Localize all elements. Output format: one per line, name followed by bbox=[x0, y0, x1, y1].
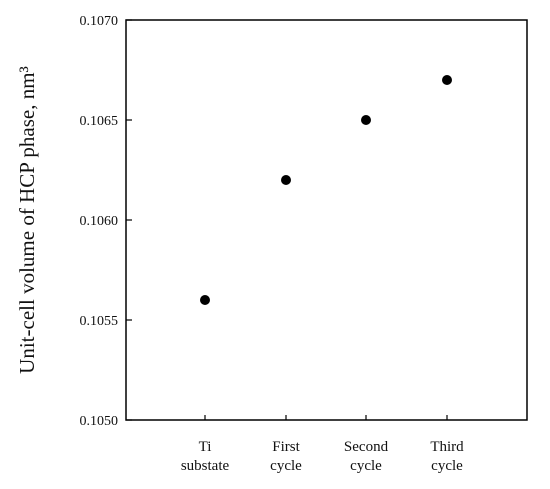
x-category-label-line: cycle bbox=[270, 458, 302, 474]
y-tick-label: 0.1070 bbox=[80, 14, 119, 29]
labels-layer: Ti substate First cycle Second cycle Third cycl… bbox=[181, 439, 464, 474]
data-point bbox=[361, 115, 371, 125]
x-category-label-line: substate bbox=[181, 458, 230, 474]
x-category-label: First cycle bbox=[270, 439, 302, 474]
x-category-label-line: First bbox=[272, 439, 300, 455]
points-layer bbox=[200, 75, 452, 305]
y-tick-label: 0.1050 bbox=[80, 414, 119, 429]
data-point bbox=[200, 295, 210, 305]
x-category-label: Ti substate bbox=[181, 439, 230, 474]
y-tick-label: 0.1065 bbox=[80, 114, 119, 129]
x-category-label-line: Third bbox=[430, 439, 464, 455]
x-category-label-line: cycle bbox=[350, 458, 382, 474]
x-category-label-line: Ti bbox=[199, 439, 212, 455]
y-axis-title: Unit-cell volume of HCP phase, nm³ bbox=[15, 66, 39, 374]
x-category-label: Third cycle bbox=[430, 439, 464, 474]
plot-frame bbox=[125, 19, 528, 421]
x-category-label-line: Second bbox=[344, 439, 389, 455]
axes-layer bbox=[125, 19, 528, 421]
data-point bbox=[442, 75, 452, 85]
y-tick-label: 0.1060 bbox=[80, 214, 119, 229]
y-tick-label: 0.1055 bbox=[80, 314, 119, 329]
data-point bbox=[281, 175, 291, 185]
x-category-label: Second cycle bbox=[344, 439, 389, 474]
ticks-layer: 0.1050 0.1055 0.1060 0.1065 0.1070 bbox=[80, 14, 448, 429]
x-category-label-line: cycle bbox=[431, 458, 463, 474]
